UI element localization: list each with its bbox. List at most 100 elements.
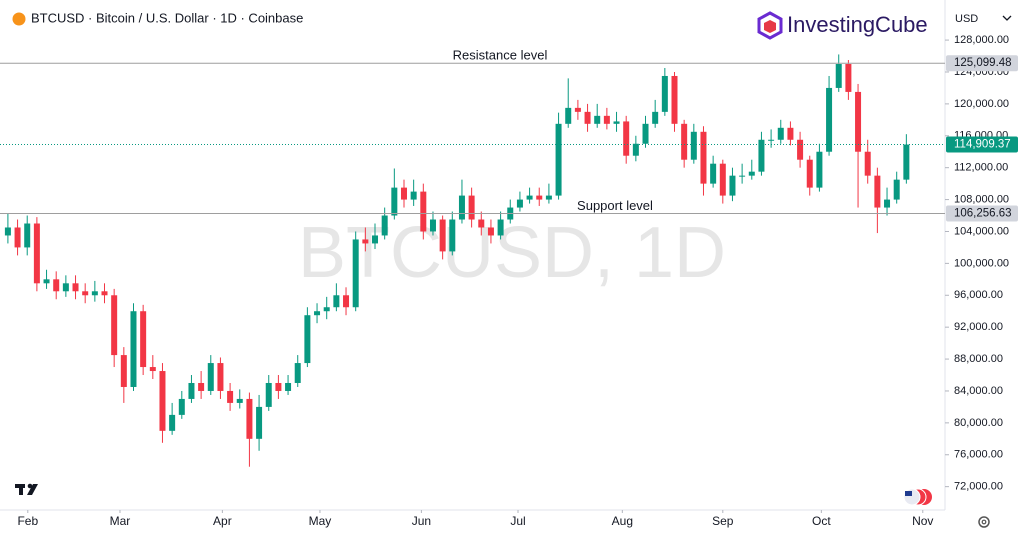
candle-body <box>410 191 417 200</box>
candle-body <box>478 219 485 228</box>
candle-body <box>420 191 427 232</box>
candle-body <box>265 382 272 407</box>
candle-body <box>381 215 388 236</box>
candle-body <box>816 151 823 188</box>
candle-body <box>565 107 572 124</box>
candle-body <box>613 121 620 124</box>
y-tick-label: 88,000.00 <box>954 353 1003 365</box>
candle-body <box>652 111 659 124</box>
currency-label[interactable]: USD <box>955 13 978 25</box>
watermark: BTCUSD, 1D <box>298 213 726 293</box>
candle-body <box>275 382 282 391</box>
candle-body <box>429 219 436 232</box>
flags[interactable] <box>903 488 932 506</box>
y-tick-label: 108,000.00 <box>954 193 1009 205</box>
brand-name: InvestingCube <box>787 12 928 37</box>
x-tick-label: Sep <box>712 514 734 528</box>
candle-body <box>314 311 321 316</box>
candle-body <box>14 227 21 248</box>
candle-body <box>33 223 40 284</box>
candle-body <box>4 227 11 236</box>
price-level-tag <box>946 205 1018 222</box>
candle-body <box>372 235 379 244</box>
candle-body <box>671 75 678 124</box>
candle-body <box>120 355 127 387</box>
candle-body <box>729 175 736 196</box>
candle-body <box>584 111 591 124</box>
candle-body <box>362 239 369 244</box>
currency-dropdown[interactable] <box>1002 15 1012 21</box>
candle-body <box>787 127 794 140</box>
candle-body <box>681 123 688 160</box>
settings-icon[interactable] <box>981 519 987 525</box>
candle-body <box>159 371 166 431</box>
candle-body <box>603 115 610 124</box>
price-level-tag <box>946 55 1018 72</box>
candle-body <box>198 382 205 391</box>
y-tick-label: 84,000.00 <box>954 385 1003 397</box>
candle-body <box>130 311 137 387</box>
candle-body <box>903 144 910 180</box>
logo-part <box>27 483 33 489</box>
candles <box>4 54 910 467</box>
candle-body <box>53 279 60 292</box>
bitcoin-icon <box>12 12 26 26</box>
candle-body <box>217 363 224 391</box>
candle-body <box>82 291 89 296</box>
brand-logo: InvestingCube <box>757 11 928 40</box>
logo-part <box>27 484 38 495</box>
candle-body <box>777 127 784 140</box>
price-level-label: 114,909.37 <box>954 139 1011 151</box>
y-tick-label: 100,000.00 <box>954 257 1009 269</box>
candle-body <box>178 398 185 415</box>
candle-body <box>62 283 69 292</box>
tradingview-logo <box>15 483 38 495</box>
price-level-label: 106,256.63 <box>954 208 1012 220</box>
x-tick-label: Jun <box>412 514 431 528</box>
price-level-tag <box>946 136 1018 153</box>
x-tick-label: Feb <box>17 514 38 528</box>
candle-body <box>400 187 407 200</box>
candle-body <box>806 159 813 188</box>
logo-cube <box>757 11 783 40</box>
candle-body <box>536 195 543 200</box>
candle-body <box>236 398 243 403</box>
y-tick-label: 120,000.00 <box>954 98 1009 110</box>
candle-body <box>449 219 456 252</box>
candle-body <box>343 295 350 308</box>
candle-body <box>24 223 31 248</box>
candle-body <box>101 291 108 296</box>
candle-body <box>739 175 746 177</box>
candle-body <box>169 414 176 431</box>
candle-body <box>710 163 717 184</box>
level-annotation: Resistance level <box>453 48 548 63</box>
settings-icon[interactable] <box>978 516 990 528</box>
candle-body <box>884 199 891 208</box>
candle-body <box>323 307 330 312</box>
y-tick-label: 80,000.00 <box>954 417 1003 429</box>
y-tick-label: 92,000.00 <box>954 321 1003 333</box>
candle-body <box>227 390 234 403</box>
candle-body <box>391 187 398 216</box>
candle-body <box>893 179 900 200</box>
level-annotation: Support level <box>577 198 653 213</box>
candle-body <box>835 64 842 88</box>
x-tick-label: Jul <box>510 514 525 528</box>
candle-body <box>487 227 494 236</box>
candle-body <box>642 123 649 144</box>
candle-body <box>72 283 79 292</box>
candle-body <box>748 171 755 176</box>
candle-body <box>632 143 639 156</box>
candle-body <box>304 315 311 364</box>
candle-body <box>91 291 98 296</box>
candle-body <box>285 382 292 391</box>
candle-body <box>874 175 881 208</box>
x-tick-label: Apr <box>213 514 232 528</box>
y-tick-label: 72,000.00 <box>954 481 1003 493</box>
x-tick-label: Aug <box>612 514 633 528</box>
candle-body <box>188 382 195 399</box>
candle-body <box>43 279 50 284</box>
candle-body <box>352 239 359 308</box>
